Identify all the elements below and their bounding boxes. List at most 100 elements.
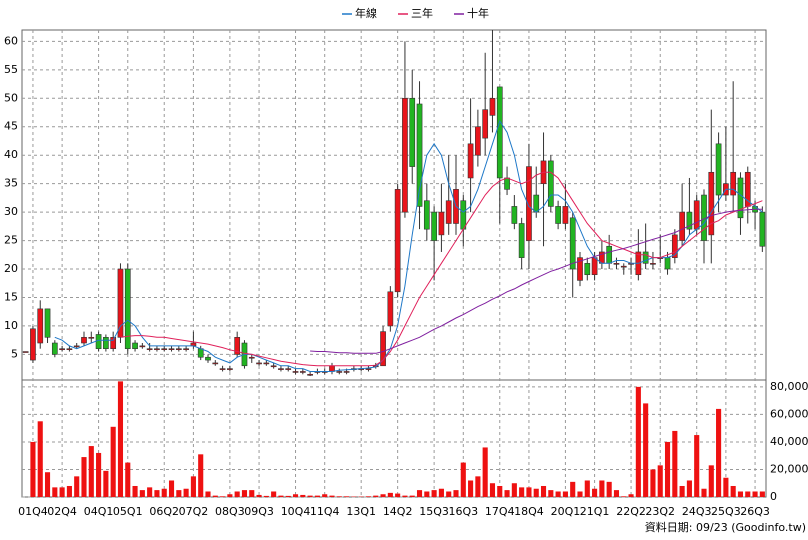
candle-body bbox=[81, 337, 87, 344]
candle-body bbox=[307, 374, 313, 376]
volume-bar bbox=[628, 494, 634, 497]
volume-bar bbox=[263, 495, 269, 497]
candle-body bbox=[759, 211, 766, 247]
volume-bar bbox=[584, 480, 590, 497]
volume-bar bbox=[511, 483, 517, 497]
x-tick-label: 21Q1 bbox=[580, 505, 610, 518]
x-tick-label: 02Q4 bbox=[47, 505, 77, 518]
candle-body bbox=[511, 206, 518, 224]
candle-body bbox=[693, 200, 700, 230]
candle-body bbox=[365, 368, 372, 370]
volume-bar bbox=[489, 483, 496, 497]
volume-bar bbox=[344, 496, 350, 497]
volume-bar bbox=[227, 494, 233, 497]
candle-body bbox=[263, 362, 270, 365]
candle-body bbox=[139, 345, 146, 348]
volume-bar bbox=[694, 435, 700, 497]
volume-bar bbox=[679, 485, 685, 497]
candle-body bbox=[299, 371, 306, 373]
volume-bar bbox=[526, 487, 532, 497]
volume-bar bbox=[737, 491, 744, 497]
volume-bar bbox=[570, 481, 576, 497]
candle-body bbox=[146, 348, 153, 350]
candle-body bbox=[518, 223, 525, 258]
candle-body bbox=[183, 348, 189, 350]
y-tick-label: 20 bbox=[4, 262, 18, 275]
volume-bar bbox=[300, 494, 306, 497]
candle-body bbox=[103, 337, 109, 349]
volume-bar bbox=[30, 441, 36, 497]
volume-bar bbox=[37, 421, 43, 497]
candle-body bbox=[460, 200, 467, 230]
annotation: 資料日期: 09/23 (Goodinfo.tw) bbox=[645, 520, 806, 534]
y-tick-label: 10 bbox=[4, 319, 18, 332]
x-tick-label: 11Q4 bbox=[310, 505, 340, 518]
candle-body bbox=[161, 348, 168, 350]
candle-body bbox=[467, 143, 474, 179]
y-tick-label: 35 bbox=[4, 177, 18, 190]
candle-body bbox=[205, 356, 211, 361]
candle-body bbox=[95, 334, 102, 349]
candle-body bbox=[110, 337, 117, 349]
volume-bar bbox=[635, 386, 641, 497]
candle-body bbox=[402, 97, 408, 213]
volume-bar bbox=[278, 495, 284, 497]
candle-body bbox=[526, 166, 532, 241]
x-tick-label: 25Q3 bbox=[711, 505, 741, 518]
volume-bar bbox=[168, 480, 175, 497]
candle-body bbox=[606, 245, 613, 264]
y-tick-label: 15 bbox=[4, 290, 18, 303]
x-tick-label: 07Q2 bbox=[179, 505, 209, 518]
x-tick-label: 22Q2 bbox=[616, 505, 646, 518]
volume-bar bbox=[577, 491, 583, 497]
y2-tick-label: 80,000 bbox=[770, 380, 808, 393]
candle-body bbox=[562, 206, 569, 224]
volume-bar bbox=[657, 465, 663, 497]
volume-bar bbox=[329, 495, 335, 497]
volume-bar bbox=[701, 488, 707, 497]
candle-body bbox=[22, 351, 29, 353]
candle-body bbox=[409, 97, 416, 167]
candle-body bbox=[132, 342, 138, 349]
candle-body bbox=[489, 97, 496, 116]
candle-body bbox=[329, 365, 335, 372]
candle-body bbox=[620, 265, 627, 268]
candle-body bbox=[51, 342, 58, 355]
y-tick-label: 40 bbox=[4, 148, 18, 161]
volume-bar bbox=[555, 491, 561, 497]
volume-bar bbox=[468, 480, 474, 497]
candle-body bbox=[438, 211, 445, 236]
y2-tick-label: 60,000 bbox=[770, 407, 808, 420]
candle-body bbox=[234, 337, 241, 355]
y-tick-label: 50 bbox=[4, 91, 18, 104]
volume-bar bbox=[139, 490, 145, 497]
candle-body bbox=[59, 348, 65, 350]
candle-body bbox=[431, 211, 437, 241]
volume-bar bbox=[446, 491, 452, 497]
candle-body bbox=[482, 109, 489, 139]
volume-bar bbox=[482, 447, 488, 497]
candle-body bbox=[504, 177, 510, 190]
volume-bar bbox=[599, 480, 605, 497]
x-tick-label: 04Q1 bbox=[84, 505, 114, 518]
candle-body bbox=[686, 211, 693, 230]
candle-body bbox=[496, 86, 503, 179]
volume-bar bbox=[613, 490, 620, 497]
legend-label: 三年 bbox=[411, 6, 433, 20]
volume-bar bbox=[723, 477, 729, 497]
volume-bar bbox=[66, 485, 72, 497]
y-tick-label: 30 bbox=[4, 205, 18, 218]
candle-body bbox=[650, 263, 656, 265]
candle-body bbox=[212, 362, 219, 365]
candle-body bbox=[664, 257, 671, 270]
volume-bar bbox=[453, 490, 459, 497]
candle-body bbox=[278, 368, 284, 370]
volume-bar bbox=[540, 485, 547, 497]
volume-bar bbox=[212, 495, 218, 497]
candle-body bbox=[475, 126, 481, 156]
candle-body bbox=[343, 371, 350, 373]
candle-body bbox=[584, 263, 591, 276]
x-tick-label: 05Q1 bbox=[113, 505, 143, 518]
plot-frame bbox=[21, 29, 767, 498]
volume-bar bbox=[759, 491, 765, 497]
